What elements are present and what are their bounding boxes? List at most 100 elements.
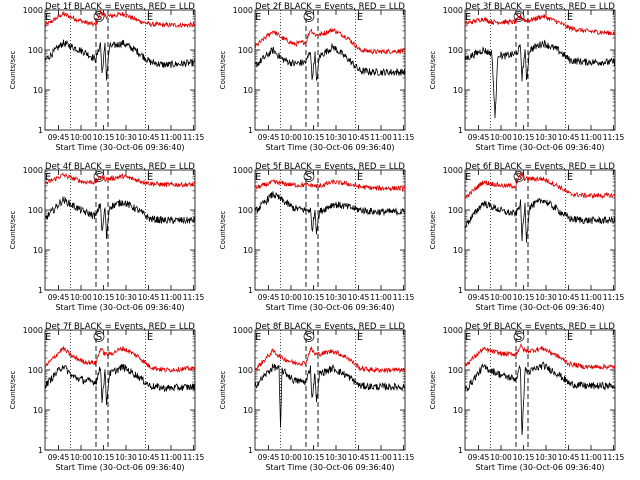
series-lld-line xyxy=(44,10,196,29)
y-tick-label: 10 xyxy=(33,406,43,415)
x-tick-label: 11:15 xyxy=(603,453,625,462)
x-tick-label: 10:45 xyxy=(348,133,370,142)
panel-title: Det 3f BLACK = Events, RED = LLD xyxy=(465,2,615,12)
y-tick-label: 1000 xyxy=(23,6,43,15)
segment-marker: E xyxy=(357,172,363,183)
x-tick-label: 10:30 xyxy=(535,293,557,302)
y-axis-label: Counts/sec xyxy=(429,371,437,410)
series-events-line xyxy=(254,42,406,82)
x-tick-label: 10:45 xyxy=(558,453,580,462)
x-tick-label: 10:15 xyxy=(303,133,325,142)
x-tick-label: 11:00 xyxy=(370,293,392,302)
x-tick-label: 10:30 xyxy=(325,453,347,462)
x-tick-label: 09:45 xyxy=(468,453,490,462)
x-axis-label: Start Time (30-Oct-06 09:36:40) xyxy=(265,463,394,472)
panel-title: Det 7f BLACK = Events, RED = LLD xyxy=(45,322,195,332)
x-tick-label: 10:30 xyxy=(115,453,137,462)
marker-circle xyxy=(513,331,525,342)
x-tick-label: 10:00 xyxy=(70,453,92,462)
x-tick-label: 11:15 xyxy=(183,453,205,462)
y-tick-label: 1 xyxy=(248,126,253,135)
x-tick-label: 11:15 xyxy=(603,293,625,302)
y-tick-label: 1 xyxy=(458,446,463,455)
plot-frame xyxy=(254,329,406,451)
y-axis-label: Counts/sec xyxy=(9,371,17,410)
x-tick-label: 09:45 xyxy=(48,133,70,142)
y-tick-label: 1 xyxy=(248,286,253,295)
plot-frame xyxy=(464,9,616,131)
x-tick-label: 10:00 xyxy=(70,293,92,302)
y-tick-label: 10 xyxy=(243,86,253,95)
panel-title: Det 4f BLACK = Events, RED = LLD xyxy=(45,162,195,172)
x-tick-label: 10:15 xyxy=(513,133,535,142)
segment-marker: E xyxy=(255,332,261,343)
x-tick-label: 10:45 xyxy=(558,293,580,302)
y-tick-label: 1 xyxy=(458,126,463,135)
series-lld-line xyxy=(254,27,406,55)
x-tick-label: 10:45 xyxy=(348,453,370,462)
y-axis-label: Counts/sec xyxy=(9,211,17,250)
x-tick-label: 09:45 xyxy=(258,453,280,462)
x-tick-label: 10:30 xyxy=(535,453,557,462)
x-axis-label: Start Time (30-Oct-06 09:36:40) xyxy=(265,143,394,152)
x-tick-label: 10:30 xyxy=(535,133,557,142)
segment-marker: E xyxy=(567,12,573,23)
y-tick-label: 100 xyxy=(238,366,253,375)
series-lld-line xyxy=(44,172,196,188)
series-lld-line xyxy=(44,346,196,373)
x-tick-label: 09:45 xyxy=(48,453,70,462)
y-tick-label: 10 xyxy=(453,86,463,95)
x-tick-label: 09:45 xyxy=(258,293,280,302)
x-tick-label: 10:30 xyxy=(115,133,137,142)
y-tick-label: 10 xyxy=(453,406,463,415)
y-axis-label: Counts/sec xyxy=(429,51,437,90)
segment-marker: E xyxy=(465,332,471,343)
panel-title: Det 9f BLACK = Events, RED = LLD xyxy=(465,322,615,332)
marker-circle xyxy=(513,11,525,22)
segment-marker: E xyxy=(255,172,261,183)
x-tick-label: 11:00 xyxy=(580,453,602,462)
y-tick-label: 10 xyxy=(453,246,463,255)
series-events-line xyxy=(464,361,616,435)
series-lld-line xyxy=(464,13,616,36)
segment-marker: E xyxy=(45,332,51,343)
segment-marker: E xyxy=(357,332,363,343)
segment-marker: E xyxy=(147,12,153,23)
marker-circle xyxy=(303,11,315,22)
series-events-line xyxy=(464,197,616,243)
segment-marker: E xyxy=(255,12,261,23)
x-axis-label: Start Time (30-Oct-06 09:36:40) xyxy=(475,463,604,472)
x-tick-label: 11:00 xyxy=(580,133,602,142)
x-tick-label: 10:00 xyxy=(490,133,512,142)
y-tick-label: 100 xyxy=(448,206,463,215)
series-lld-line xyxy=(254,178,406,193)
x-axis-label: Start Time (30-Oct-06 09:36:40) xyxy=(55,143,184,152)
x-tick-label: 10:15 xyxy=(513,453,535,462)
y-tick-label: 1000 xyxy=(443,326,463,335)
x-tick-label: 10:45 xyxy=(138,293,160,302)
segment-marker: E xyxy=(147,172,153,183)
segment-marker: E xyxy=(45,12,51,23)
x-tick-label: 10:00 xyxy=(490,293,512,302)
plot-frame xyxy=(464,169,616,291)
segment-marker: E xyxy=(465,172,471,183)
y-tick-label: 1 xyxy=(248,446,253,455)
panel-title: Det 1f BLACK = Events, RED = LLD xyxy=(45,2,195,12)
y-tick-label: 1000 xyxy=(23,166,43,175)
y-tick-label: 1000 xyxy=(23,326,43,335)
x-tick-label: 10:30 xyxy=(115,293,137,302)
series-events-line xyxy=(464,39,616,119)
plot-frame xyxy=(44,329,196,451)
y-tick-label: 1 xyxy=(38,126,43,135)
x-tick-label: 10:45 xyxy=(138,133,160,142)
segment-marker: S xyxy=(306,12,312,23)
x-tick-label: 10:45 xyxy=(558,133,580,142)
x-tick-label: 10:45 xyxy=(138,453,160,462)
x-tick-label: 10:15 xyxy=(303,453,325,462)
